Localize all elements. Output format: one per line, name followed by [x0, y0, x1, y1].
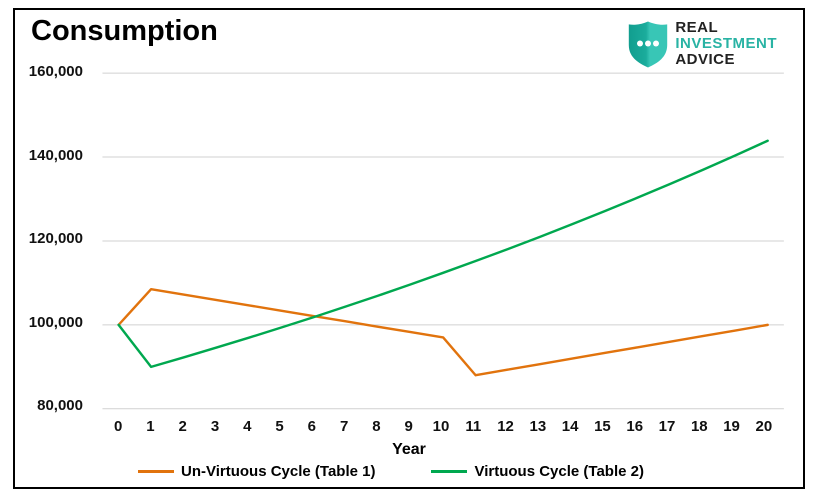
y-tick-label: 100,000: [28, 313, 83, 331]
chart-title: Consumption: [31, 15, 218, 47]
logo-wordmark: REAL INVESTMENT ADVICE: [675, 20, 777, 68]
x-tick-label: 19: [723, 418, 740, 435]
x-tick-label: 18: [690, 418, 708, 435]
shield-dot: [637, 40, 644, 46]
x-tick-label: 3: [210, 418, 220, 435]
y-tick-label: 140,000: [28, 146, 83, 164]
x-tick-label: 7: [339, 418, 349, 435]
x-tick-label: 11: [465, 418, 482, 435]
x-tick-label: 4: [243, 418, 252, 435]
y-tick-label: 120,000: [28, 230, 83, 247]
legend-label: Un-Virtuous Cycle (Table 1): [181, 463, 376, 480]
plot-area: [102, 72, 784, 410]
x-tick-label: 12: [497, 418, 514, 435]
shield-dot: [653, 40, 660, 46]
x-tick-label: 6: [307, 418, 317, 435]
x-tick-label: 8: [372, 418, 381, 435]
series-line: [117, 287, 769, 377]
legend-item: Un-Virtuous Cycle (Table 1): [138, 463, 375, 480]
legend-line-swatch: [431, 470, 468, 473]
x-tick-label: 9: [404, 418, 413, 435]
logo-line-real: REAL: [675, 19, 719, 36]
x-tick-label: 10: [432, 418, 450, 435]
x-tick-label: 16: [626, 418, 644, 435]
brand-logo: REAL INVESTMENT ADVICE: [628, 20, 777, 68]
x-axis-title: Year: [392, 441, 426, 458]
y-tick-label: 80,000: [37, 397, 83, 414]
y-tick-label: 160,000: [28, 63, 83, 80]
x-tick-label: 0: [113, 418, 123, 435]
shield-icon: [629, 21, 668, 67]
x-tick-label: 14: [561, 418, 579, 435]
x-tick-label: 13: [529, 418, 547, 435]
legend-label: Virtuous Cycle (Table 2): [474, 463, 644, 480]
x-tick-label: 5: [275, 418, 284, 435]
shield-dot: [645, 40, 652, 46]
legend-line-swatch: [138, 470, 174, 473]
series-line: [117, 139, 769, 369]
x-tick-label: 2: [178, 418, 187, 435]
legend: Un-Virtuous Cycle (Table 1) Virtuous Cycl…: [0, 463, 785, 480]
legend-item: Virtuous Cycle (Table 2): [431, 463, 644, 480]
chart-frame: Consumption REAL INVESTMENT: [13, 8, 805, 489]
x-tick-label: 17: [658, 418, 676, 435]
logo-line-investment: INVESTMENT: [675, 35, 777, 52]
x-tick-label: 1: [146, 418, 155, 435]
x-tick-label: 15: [594, 418, 611, 435]
logo-line-advice: ADVICE: [675, 51, 735, 68]
x-tick-label: 20: [755, 418, 773, 435]
